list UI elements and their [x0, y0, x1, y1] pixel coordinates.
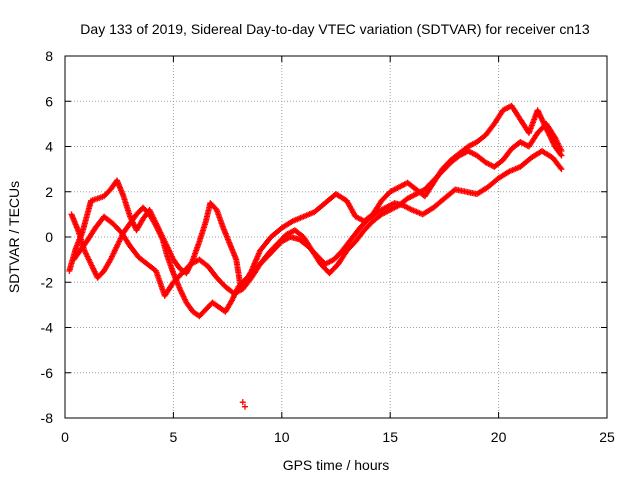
y-tick-label: -8 [41, 410, 54, 426]
data-point [558, 166, 565, 173]
data-point [557, 164, 564, 171]
x-tick-label: 0 [61, 429, 69, 445]
data-point [558, 148, 565, 155]
y-tick-labels: -8 -6 -4 -2 0 2 4 6 8 [41, 48, 54, 426]
grid-lines [65, 56, 607, 418]
data-point [241, 403, 248, 410]
x-tick-labels: 0 5 10 15 20 25 [61, 429, 615, 445]
y-tick-label: 4 [45, 139, 53, 155]
y-tick-label: 2 [45, 184, 53, 200]
x-tick-label: 20 [491, 429, 507, 445]
x-tick-label: 10 [274, 429, 290, 445]
x-tick-label: 25 [599, 429, 615, 445]
y-tick-label: 8 [45, 48, 53, 64]
axis-ticks [64, 55, 608, 419]
y-tick-label: -2 [41, 274, 54, 290]
y-tick-label: 6 [45, 93, 53, 109]
data-points [66, 102, 565, 410]
data-point [239, 399, 246, 406]
chart-title: Day 133 of 2019, Sidereal Day-to-day VTE… [80, 21, 590, 37]
x-tick-label: 15 [382, 429, 398, 445]
x-tick-label: 5 [170, 429, 178, 445]
y-tick-label: 0 [45, 229, 53, 245]
x-axis-label: GPS time / hours [283, 457, 390, 473]
y-axis-label: SDTVAR / TECUs [6, 181, 22, 293]
y-tick-label: -6 [41, 365, 54, 381]
y-tick-label: -4 [41, 320, 54, 336]
